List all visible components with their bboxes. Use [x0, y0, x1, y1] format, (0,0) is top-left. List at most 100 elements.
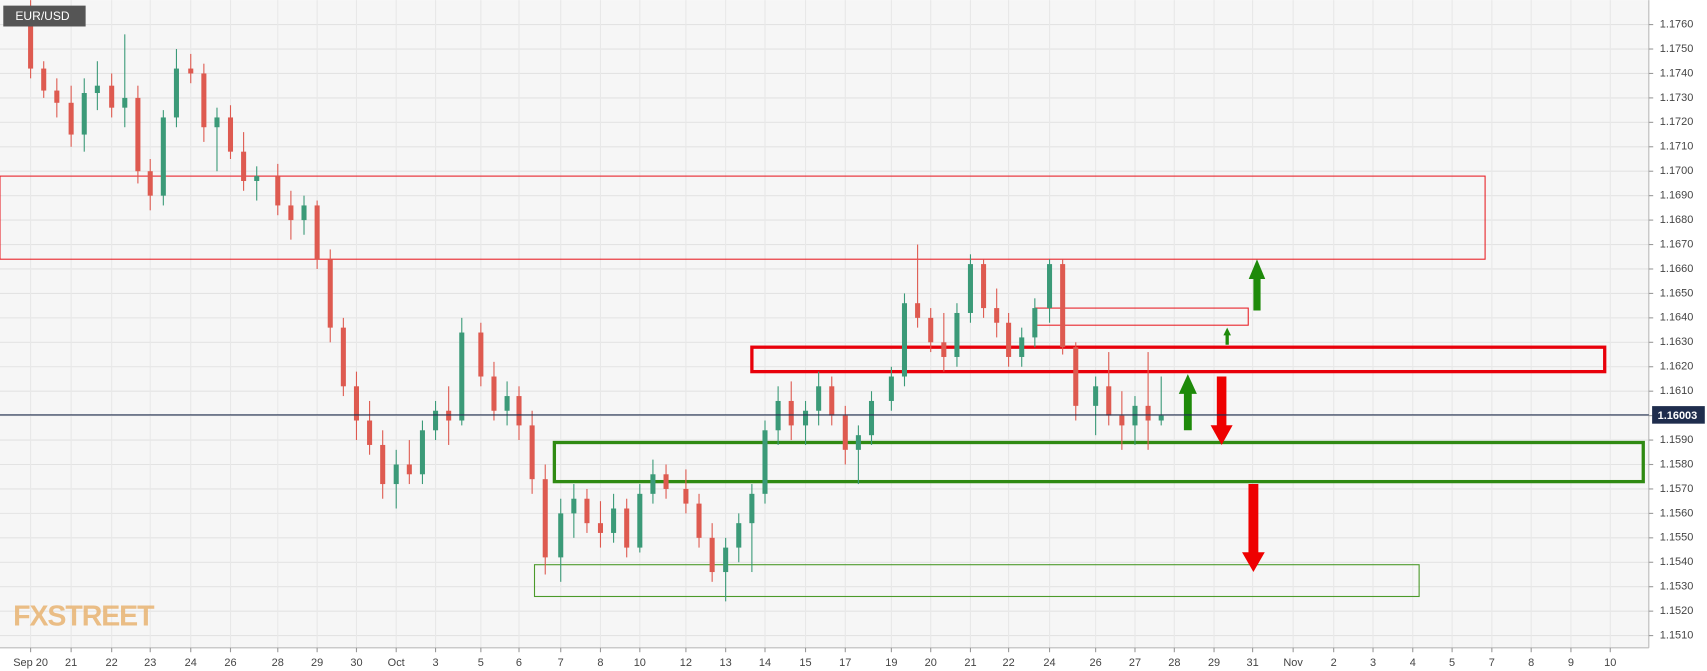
candle-body: [829, 386, 835, 416]
x-tick-label: 8: [597, 657, 603, 669]
x-tick-label: 2: [1331, 657, 1337, 669]
candle-body: [241, 151, 247, 181]
candle-body: [1019, 337, 1025, 357]
x-tick-label: 27: [1129, 657, 1141, 669]
x-tick-label: 5: [478, 657, 484, 669]
candle-body: [419, 430, 425, 475]
x-tick-label: 4: [1410, 657, 1416, 669]
candle-body: [683, 488, 689, 504]
zone: [533, 564, 1420, 598]
candle-body: [650, 474, 656, 494]
x-tick-label: 21: [964, 657, 976, 669]
x-tick-label: 20: [925, 657, 937, 669]
current-price-badge: [1652, 406, 1705, 424]
arrows: [1178, 259, 1266, 573]
candle-body: [597, 523, 603, 533]
candle-body: [1032, 308, 1038, 338]
x-tick-label: Oct: [388, 657, 405, 669]
candle-body: [406, 464, 412, 475]
zone: [552, 440, 1645, 484]
candle-body: [288, 205, 294, 221]
candle-body: [941, 342, 947, 357]
candle-body: [954, 312, 960, 357]
candle-body: [301, 205, 307, 221]
candle-body: [855, 435, 861, 450]
candle-body: [1073, 347, 1079, 406]
x-tick-label: 13: [720, 657, 732, 669]
candle-body: [624, 508, 630, 548]
candle-body: [663, 474, 669, 489]
candle-body: [1006, 322, 1012, 357]
y-tick-label: 1.1700: [1660, 165, 1694, 177]
candle-body: [542, 479, 548, 558]
candle-body: [1060, 264, 1066, 348]
x-tick-label: 28: [272, 657, 284, 669]
candle-body: [994, 308, 1000, 323]
candle-body: [54, 90, 60, 103]
x-tick-label: 15: [799, 657, 811, 669]
candle-body: [275, 176, 281, 206]
zone: [750, 345, 1607, 374]
arrow: [1242, 484, 1265, 573]
x-tick-label: 22: [106, 657, 118, 669]
watermark: FXSTREET: [13, 601, 155, 633]
candle-body: [915, 303, 921, 318]
candle-body: [41, 68, 47, 91]
candle-body: [1132, 405, 1138, 426]
candle-body: [1145, 405, 1151, 421]
x-tick-label: 7: [558, 657, 564, 669]
y-tick-label: 1.1690: [1660, 190, 1694, 202]
candle-body: [558, 513, 564, 558]
arrow: [1223, 327, 1231, 345]
y-tick-label: 1.1720: [1660, 116, 1694, 128]
candle-body: [201, 73, 207, 128]
x-tick-label: 10: [1604, 657, 1616, 669]
x-tick-label: 29: [311, 657, 323, 669]
y-tick-label: 1.1560: [1660, 507, 1694, 519]
candle-body: [571, 498, 577, 514]
x-tick-label: 24: [1043, 657, 1055, 669]
candle-body: [788, 400, 794, 426]
x-tick-label: 3: [1370, 657, 1376, 669]
candle-body: [529, 425, 535, 480]
y-tick-label: 1.1620: [1660, 361, 1694, 373]
y-tick-label: 1.1660: [1660, 263, 1694, 275]
grid: [0, 0, 1649, 648]
candle-body: [68, 102, 74, 135]
candle-body: [227, 117, 234, 152]
candle-body: [1158, 415, 1164, 421]
candle-body: [928, 317, 934, 343]
candle-body: [393, 464, 399, 485]
x-tick-label: 9: [1568, 657, 1574, 669]
y-tick-label: 1.1510: [1660, 629, 1694, 641]
candle-body: [160, 117, 166, 196]
candle-body: [611, 508, 617, 533]
candle-body: [1106, 386, 1112, 416]
candle-body: [353, 386, 359, 421]
y-tick-label: 1.1630: [1660, 336, 1694, 348]
y-tick-label: 1.1670: [1660, 238, 1694, 250]
y-tick-label: 1.1640: [1660, 312, 1694, 324]
candle-body: [803, 410, 809, 426]
arrow: [1178, 374, 1197, 431]
candle-body: [214, 117, 220, 128]
x-tick-label: 29: [1208, 657, 1220, 669]
candle-body: [380, 444, 386, 485]
x-tick-label: 21: [65, 657, 77, 669]
candle-body: [868, 400, 875, 436]
candle-body: [775, 400, 781, 431]
candle-body: [254, 176, 260, 181]
x-tick-label: 6: [516, 657, 522, 669]
arrow: [1248, 259, 1266, 311]
candle-body: [709, 537, 715, 573]
candle-body: [340, 327, 346, 387]
x-tick-label: 23: [144, 657, 156, 669]
y-tick-label: 1.1570: [1660, 483, 1694, 495]
arrow: [1210, 376, 1233, 445]
candle-body: [446, 410, 452, 421]
candle-body: [762, 430, 768, 494]
candle-body: [433, 410, 439, 431]
candle-body: [1093, 386, 1099, 406]
zones: [0, 175, 1645, 598]
y-tick-label: 1.1760: [1660, 18, 1694, 30]
